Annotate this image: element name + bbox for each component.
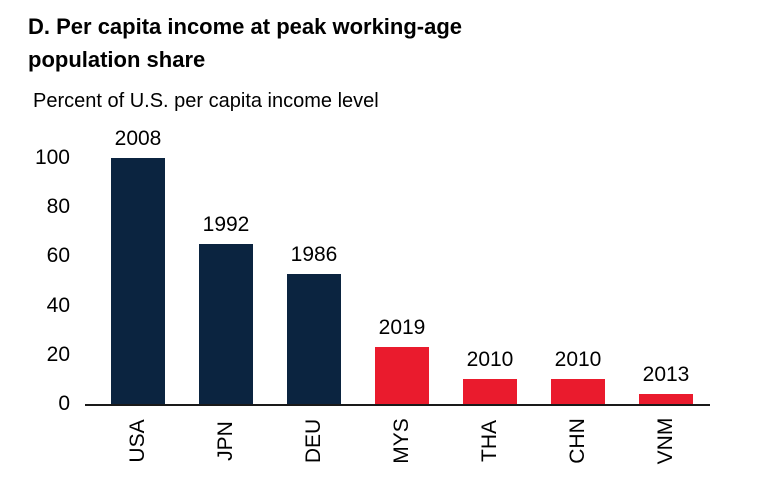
bar-value-label: 2013 xyxy=(642,363,690,387)
bar-usa xyxy=(111,158,165,404)
x-tick-label: MYS xyxy=(390,418,413,464)
bar-mys xyxy=(375,347,429,404)
bar-value-label: 2019 xyxy=(378,316,426,340)
bar-value-label: 1986 xyxy=(290,242,338,266)
chart-title: D. Per capita income at peak working-age… xyxy=(28,14,463,72)
bar-tha xyxy=(463,379,517,404)
y-tick-label: 100 xyxy=(34,146,70,169)
x-tick-label: JPN xyxy=(214,421,237,461)
x-axis-line xyxy=(85,404,710,406)
bar-deu xyxy=(287,273,341,404)
y-tick-label: 40 xyxy=(46,293,70,317)
x-tick-label: VNM xyxy=(654,417,677,465)
x-tick-label: DEU xyxy=(302,418,325,464)
y-tick-label: 20 xyxy=(46,342,70,366)
y-axis-unit-label: Percent of U.S. per capita income level xyxy=(33,90,379,112)
y-tick-label: 0 xyxy=(58,392,70,415)
y-tick-label: 60 xyxy=(46,244,70,268)
x-tick-label: USA xyxy=(126,419,149,463)
x-tick-label: CHN xyxy=(566,418,589,464)
bar-value-label: 2010 xyxy=(554,348,602,372)
bar-chn xyxy=(551,379,605,404)
x-tick-label: THA xyxy=(478,420,501,462)
bar-jpn xyxy=(199,244,253,404)
bar-value-label: 1992 xyxy=(202,213,250,237)
bar-vnm xyxy=(639,394,693,404)
bar-value-label: 2008 xyxy=(114,127,162,150)
bar-value-label: 2010 xyxy=(466,348,514,372)
y-tick-label: 80 xyxy=(46,195,70,219)
